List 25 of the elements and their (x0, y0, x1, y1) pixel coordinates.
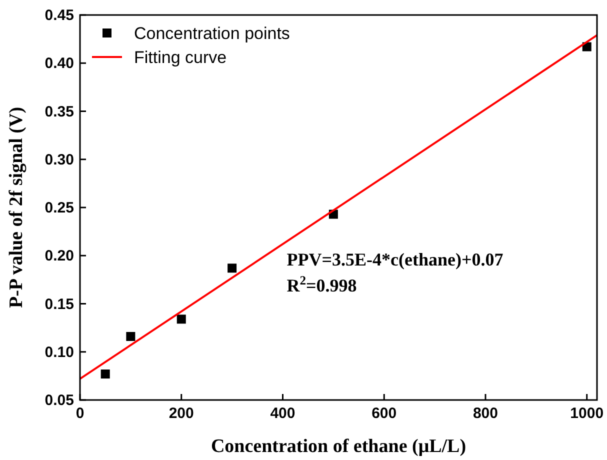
y-tick-label: 0.45 (44, 7, 74, 24)
x-tick-label: 200 (168, 405, 194, 422)
y-tick-label: 0.30 (44, 151, 74, 168)
y-tick-label: 0.40 (44, 55, 74, 72)
y-tick-label: 0.15 (44, 296, 74, 313)
annotation: PPV=3.5E-4*c(ethane)+0.07 (286, 249, 504, 270)
annotation: R$^{2}$=0.998 (286, 273, 357, 296)
legend-label: Concentration points (134, 24, 290, 43)
point (126, 332, 136, 341)
point (228, 264, 237, 273)
x-tick-label: 800 (472, 405, 498, 422)
x-axis-title: Concentration of ethane (μL/L) (210, 436, 466, 457)
x-tick-label: 1000 (570, 405, 604, 422)
y-tick-label: 0.10 (44, 344, 74, 361)
point (100, 370, 110, 379)
y-tick-label: 0.35 (44, 103, 74, 120)
y-tick-label: 0.25 (44, 200, 74, 216)
y-tick-label: 0.05 (44, 392, 74, 409)
x-tick-label: 400 (270, 405, 296, 422)
y-axis-title: P-P value of 2f signal (V) (6, 106, 27, 308)
legend-label: Fitting curve (134, 48, 227, 67)
point (176, 314, 186, 324)
x-tick-label: 0 (76, 405, 84, 422)
y-tick-label: 0.20 (44, 248, 74, 265)
x-tick-label: 600 (372, 405, 397, 422)
